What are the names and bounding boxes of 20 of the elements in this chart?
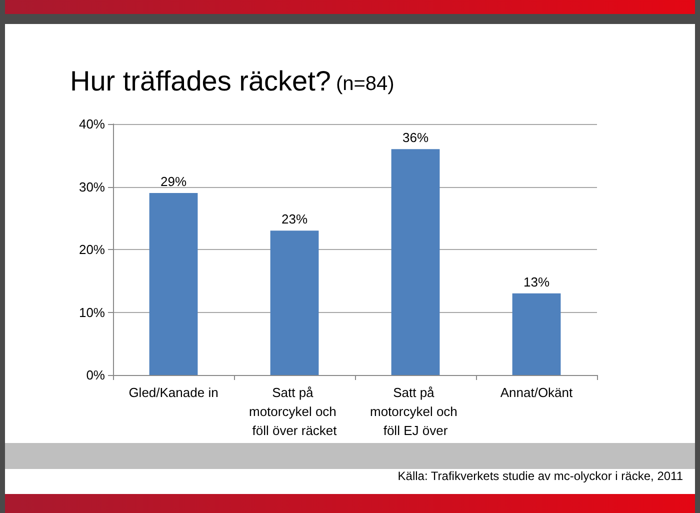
x-tick-label: Satt på motorcykel och föll över räcket (248, 385, 340, 438)
bar (512, 293, 561, 375)
bar (391, 149, 440, 375)
x-tick-label: Satt på motorcykel och föll EJ över (370, 385, 462, 438)
chart-subtitle: (n=84) (336, 73, 394, 95)
text: Källa: Trafikverkets studie av mc-olyckor i räcke, 2011 (398, 469, 683, 483)
y-tick-label: 10% (78, 304, 106, 320)
data-label: 29% (160, 174, 187, 190)
chart-title: Hur träffades räcket? (70, 66, 331, 96)
x-tick-label: Annat/Okänt (500, 385, 574, 400)
y-tick-label: 40% (78, 116, 106, 132)
x-tick-label: Gled/Kanade in (128, 385, 218, 400)
y-tick-label: 30% (78, 179, 106, 194)
data-label: 23% (281, 212, 308, 227)
data-label: 13% (523, 274, 550, 290)
data-label: 36% (402, 130, 429, 146)
bar (270, 230, 319, 375)
y-tick-label: 20% (78, 242, 106, 257)
bar (149, 193, 198, 375)
y-tick-label: 0% (86, 368, 106, 382)
